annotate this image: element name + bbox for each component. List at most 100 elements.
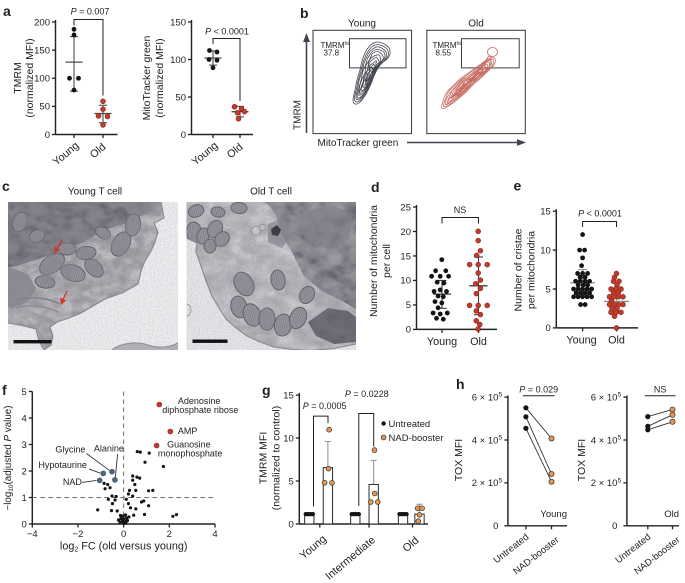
svg-text:5: 5 [546,284,551,295]
svg-text:e: e [514,178,522,194]
svg-text:(normalized to control): (normalized to control) [271,406,283,510]
svg-text:b: b [300,5,309,21]
svg-text:8.55: 8.55 [436,49,452,58]
svg-text:Young: Young [427,336,457,348]
svg-text:NAD-booster: NAD-booster [389,433,444,444]
svg-text:c: c [2,178,10,194]
svg-text:AMP: AMP [178,426,198,436]
svg-text:200: 200 [34,17,50,28]
svg-text:TOX MFI: TOX MFI [453,439,465,481]
svg-text:monophosphate: monophosphate [158,448,223,458]
svg-text:P = 0.007: P = 0.007 [71,7,110,17]
svg-text:−2: −2 [73,529,84,540]
svg-text:Hypotaurine: Hypotaurine [38,460,87,470]
svg-text:0: 0 [289,519,294,530]
svg-text:g: g [262,382,271,398]
svg-text:MitoTracker green: MitoTracker green [318,138,399,149]
svg-text:TMRMhi: TMRMhi [321,41,349,50]
svg-text:d: d [371,179,380,195]
svg-text:diphosphate ribose: diphosphate ribose [162,405,238,415]
svg-text:2 × 10: 2 × 10 [591,478,618,489]
svg-text:Adenosine: Adenosine [178,396,221,406]
svg-text:Number of mitochondria: Number of mitochondria [368,205,380,317]
svg-text:150: 150 [170,17,186,28]
svg-text:15: 15 [283,390,294,401]
svg-text:10: 10 [540,245,551,256]
svg-text:−4: −4 [27,529,38,540]
svg-text:−log10(adjusted P value): −log10(adjusted P value) [3,405,15,510]
svg-text:Young: Young [566,335,596,347]
svg-text:2 × 10: 2 × 10 [472,478,499,489]
svg-text:10: 10 [400,276,411,287]
svg-text:5: 5 [499,435,503,442]
svg-text:f: f [2,382,7,398]
svg-text:0: 0 [181,130,186,141]
svg-text:50: 50 [39,102,50,113]
svg-text:5: 5 [618,435,622,442]
svg-text:h: h [456,376,465,392]
svg-text:3: 3 [22,440,27,451]
svg-text:4 × 10: 4 × 10 [591,435,618,446]
svg-text:2: 2 [22,466,27,477]
svg-text:5: 5 [289,476,294,487]
svg-text:Number of cristae: Number of cristae [513,228,525,311]
svg-text:4: 4 [212,529,217,540]
svg-text:P < 0.0001: P < 0.0001 [578,209,622,219]
svg-text:log2 FC (old versus young): log2 FC (old versus young) [60,541,188,554]
svg-text:Young T cell: Young T cell [68,187,122,198]
svg-text:P < 0.0001: P < 0.0001 [205,27,249,37]
svg-text:0: 0 [22,519,27,530]
svg-text:0: 0 [121,529,126,540]
svg-text:6 × 10: 6 × 10 [591,392,618,403]
svg-text:Old T cell: Old T cell [250,187,292,198]
svg-text:Young: Young [348,19,376,30]
svg-text:P = 0.0228: P = 0.0228 [345,389,389,399]
svg-text:TOX MFI: TOX MFI [576,439,588,481]
svg-text:per cell: per cell [381,244,393,278]
svg-text:NS: NS [654,385,667,395]
svg-text:15: 15 [540,207,551,218]
svg-text:MitoTracker green: MitoTracker green [141,35,153,120]
svg-text:P = 0.0005: P = 0.0005 [303,401,347,411]
svg-text:Guanosine: Guanosine [167,440,211,450]
svg-text:TMRM: TMRM [293,100,304,130]
svg-text:100: 100 [170,55,186,66]
svg-text:0: 0 [45,130,50,141]
svg-text:(normalized MFI): (normalized MFI) [24,38,36,117]
svg-text:5: 5 [618,477,622,484]
svg-text:Old: Old [470,336,487,348]
svg-text:6 × 10: 6 × 10 [472,392,499,403]
svg-text:TMRM MFI: TMRM MFI [258,432,270,485]
svg-text:5: 5 [499,392,503,399]
svg-text:25: 25 [400,202,411,213]
svg-text:Untreated: Untreated [389,419,431,430]
svg-text:NS: NS [454,205,467,215]
svg-text:5: 5 [618,392,622,399]
svg-text:(normalized MFI): (normalized MFI) [154,38,166,117]
svg-text:TMRMhi: TMRMhi [433,41,461,50]
svg-text:Old: Old [608,335,625,347]
svg-text:per mitochondria: per mitochondria [526,231,538,309]
svg-text:Young: Young [540,509,567,520]
svg-text:a: a [3,3,11,19]
svg-text:5: 5 [22,387,27,398]
svg-text:4 × 10: 4 × 10 [472,435,499,446]
svg-text:4: 4 [22,413,27,424]
svg-text:10: 10 [283,433,294,444]
svg-text:P = 0.029: P = 0.029 [519,385,558,395]
svg-text:Old: Old [468,19,484,30]
svg-text:37.8: 37.8 [324,49,340,58]
svg-text:50: 50 [175,92,186,103]
svg-text:15: 15 [400,251,411,262]
svg-text:100: 100 [34,74,50,85]
svg-text:NAD: NAD [63,477,83,487]
svg-text:0: 0 [612,521,617,532]
svg-text:0: 0 [546,323,551,334]
svg-text:0: 0 [493,521,498,532]
svg-text:5: 5 [499,477,503,484]
svg-text:1: 1 [22,493,27,504]
svg-text:2: 2 [167,529,172,540]
svg-text:Alanine: Alanine [94,443,124,453]
svg-text:Glycine: Glycine [55,444,85,454]
svg-text:Old: Old [664,509,679,520]
